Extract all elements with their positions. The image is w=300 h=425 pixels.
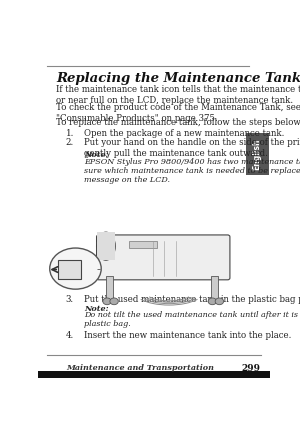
Text: Do not tilt the used maintenance tank until after it is sealed in the
plastic ba: Do not tilt the used maintenance tank un…: [84, 311, 300, 329]
Text: To check the product code of the Maintenance Tank, see
"Consumable Products" on : To check the product code of the Mainten…: [56, 103, 300, 123]
Text: Note:: Note:: [84, 305, 109, 313]
Circle shape: [110, 298, 118, 305]
FancyBboxPatch shape: [58, 260, 81, 279]
Text: If the maintenance tank icon tells that the maintenance tank is full
or near ful: If the maintenance tank icon tells that …: [56, 85, 300, 105]
Text: 3.: 3.: [65, 295, 74, 304]
Text: Insert the new maintenance tank into the place.: Insert the new maintenance tank into the…: [84, 331, 291, 340]
Bar: [211, 276, 218, 300]
Text: 4.: 4.: [65, 331, 74, 340]
FancyBboxPatch shape: [97, 235, 230, 280]
Text: To replace the maintenance tank, follow the steps below.: To replace the maintenance tank, follow …: [56, 118, 300, 127]
Text: 2.: 2.: [65, 139, 74, 147]
Text: Note:: Note:: [84, 151, 109, 159]
Text: 299: 299: [242, 363, 261, 373]
Ellipse shape: [97, 232, 115, 260]
Text: 1.: 1.: [65, 128, 74, 138]
Circle shape: [103, 298, 111, 305]
FancyBboxPatch shape: [246, 133, 269, 176]
Text: Put your hand on the handle on the side of the printer, then
gently pull the mai: Put your hand on the handle on the side …: [84, 139, 300, 158]
Bar: [129, 241, 158, 248]
Text: Put the used maintenance tank in the plastic bag provided.: Put the used maintenance tank in the pla…: [84, 295, 300, 304]
Circle shape: [208, 298, 217, 305]
Circle shape: [215, 298, 224, 305]
Bar: [97, 232, 115, 260]
Text: Maintenance and Transportation: Maintenance and Transportation: [66, 363, 214, 371]
Text: Replacing the Maintenance Tank: Replacing the Maintenance Tank: [56, 72, 300, 85]
Bar: [106, 276, 113, 300]
Bar: [38, 371, 270, 378]
Text: Open the package of a new maintenance tank.: Open the package of a new maintenance ta…: [84, 128, 284, 138]
Text: English: English: [253, 138, 262, 170]
Text: EPSON Stylus Pro 9800/9400 has two maintenance tanks. Make
sure which maintenanc: EPSON Stylus Pro 9800/9400 has two maint…: [84, 158, 300, 184]
Circle shape: [50, 248, 101, 289]
